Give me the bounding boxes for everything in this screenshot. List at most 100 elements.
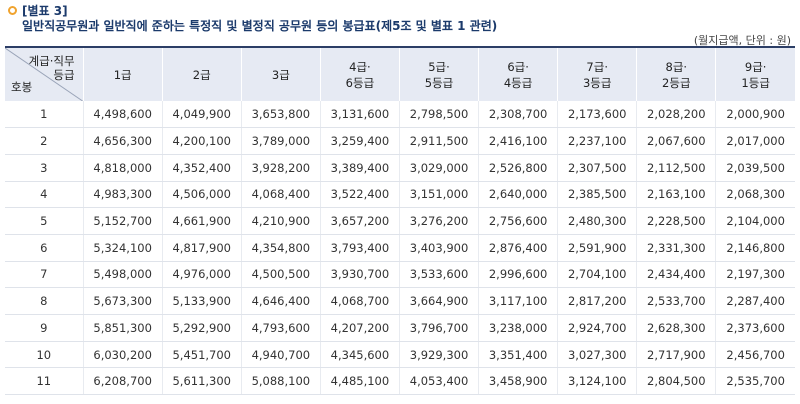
salary-cell: 2,331,300 xyxy=(636,234,716,262)
salary-cell: 5,673,300 xyxy=(82,287,163,315)
salary-cell: 2,228,500 xyxy=(636,207,716,235)
step-cell: 10 xyxy=(5,341,84,369)
salary-cell: 3,533,600 xyxy=(398,261,479,289)
salary-cell: 3,458,900 xyxy=(478,367,558,396)
salary-cell: 2,173,600 xyxy=(557,101,637,129)
salary-cell: 4,352,400 xyxy=(161,154,242,182)
salary-cell: 2,068,300 xyxy=(715,181,795,209)
salary-cell: 4,053,400 xyxy=(398,367,479,396)
salary-cell: 4,940,700 xyxy=(240,341,321,369)
salary-cell: 2,817,200 xyxy=(557,287,637,315)
salary-cell: 2,307,500 xyxy=(557,154,637,182)
salary-cell: 4,345,600 xyxy=(319,341,400,369)
salary-cell: 3,027,300 xyxy=(557,341,637,369)
salary-cell: 2,112,500 xyxy=(636,154,716,182)
step-cell: 1 xyxy=(5,101,84,129)
salary-cell: 3,117,100 xyxy=(478,287,558,315)
table-row: 10 6,030,200 5,451,700 4,940,700 4,345,600 3,… xyxy=(5,341,795,369)
salary-cell: 2,876,400 xyxy=(478,234,558,262)
salary-cell: 4,210,900 xyxy=(240,207,321,235)
column-header: 2급 xyxy=(161,46,242,101)
salary-cell: 2,911,500 xyxy=(398,127,479,155)
salary-cell: 3,351,400 xyxy=(478,341,558,369)
salary-cell: 2,434,400 xyxy=(636,261,716,289)
salary-cell: 3,793,400 xyxy=(319,234,400,262)
salary-cell: 3,151,000 xyxy=(398,181,479,209)
salary-cell: 2,104,000 xyxy=(715,207,795,235)
salary-cell: 2,373,600 xyxy=(715,314,795,342)
salary-cell: 4,661,900 xyxy=(161,207,242,235)
column-header: 5급· 5등급 xyxy=(398,46,479,101)
salary-cell: 2,163,100 xyxy=(636,181,716,209)
table-title: 일반직공무원과 일반직에 준하는 특정직 및 별정직 공무원 등의 봉급표(제5… xyxy=(22,19,498,33)
salary-cell: 3,403,900 xyxy=(398,234,479,262)
salary-cell: 4,049,900 xyxy=(161,101,242,129)
table-row: 6 5,324,100 4,817,900 4,354,800 3,793,400 3,4… xyxy=(5,234,795,262)
salary-cell: 2,237,100 xyxy=(557,127,637,155)
salary-cell: 2,146,800 xyxy=(715,234,795,262)
salary-cell: 3,124,100 xyxy=(557,367,637,396)
step-cell: 8 xyxy=(5,287,84,315)
salary-cell: 3,789,000 xyxy=(240,127,321,155)
column-header: 1급 xyxy=(82,46,163,101)
salary-cell: 2,704,100 xyxy=(557,261,637,289)
salary-cell: 2,756,600 xyxy=(478,207,558,235)
salary-cell: 4,817,900 xyxy=(161,234,242,262)
salary-cell: 3,259,400 xyxy=(319,127,400,155)
salary-cell: 3,131,600 xyxy=(319,101,400,129)
salary-cell: 5,152,700 xyxy=(82,207,163,235)
salary-cell: 3,657,200 xyxy=(319,207,400,235)
table-row: 11 6,208,700 5,611,300 5,088,100 4,485,100 4,… xyxy=(5,367,795,396)
salary-cell: 5,292,900 xyxy=(161,314,242,342)
salary-cell: 6,208,700 xyxy=(82,367,163,396)
salary-cell: 2,535,700 xyxy=(715,367,795,396)
salary-cell: 4,500,500 xyxy=(240,261,321,289)
salary-cell: 5,133,900 xyxy=(161,287,242,315)
salary-cell: 2,287,400 xyxy=(715,287,795,315)
salary-cell: 3,928,200 xyxy=(240,154,321,182)
step-cell: 2 xyxy=(5,127,84,155)
salary-cell: 2,385,500 xyxy=(557,181,637,209)
column-header: 7급· 3등급 xyxy=(557,46,637,101)
salary-cell: 5,088,100 xyxy=(240,367,321,396)
salary-cell: 4,506,000 xyxy=(161,181,242,209)
salary-cell: 4,207,200 xyxy=(319,314,400,342)
column-header: 8급· 2등급 xyxy=(636,46,716,101)
salary-cell: 3,653,800 xyxy=(240,101,321,129)
salary-cell: 3,796,700 xyxy=(398,314,479,342)
table-row: 7 5,498,000 4,976,000 4,500,500 3,930,700 3,5… xyxy=(5,261,795,289)
salary-cell: 2,028,200 xyxy=(636,101,716,129)
diagonal-divider xyxy=(5,48,83,101)
table-row: 3 4,818,000 4,352,400 3,928,200 3,389,400 3,0… xyxy=(5,154,795,182)
circle-bullet-icon xyxy=(8,6,17,15)
salary-table: 계급·직무 등급 호봉 1급 2급 3급 4급· 6등급 5급· 5등급 6급· 4등… xyxy=(5,46,795,396)
salary-cell: 4,818,000 xyxy=(82,154,163,182)
salary-cell: 4,068,700 xyxy=(319,287,400,315)
salary-cell: 4,068,400 xyxy=(240,181,321,209)
salary-cell: 4,354,800 xyxy=(240,234,321,262)
salary-cell: 3,930,700 xyxy=(319,261,400,289)
table-row: 9 5,851,300 5,292,900 4,793,600 4,207,200 3,7… xyxy=(5,314,795,342)
salary-cell: 2,591,900 xyxy=(557,234,637,262)
column-header: 6급· 4등급 xyxy=(478,46,558,101)
table-row: 4 4,983,300 4,506,000 4,068,400 3,522,400 3,1… xyxy=(5,181,795,209)
salary-cell: 2,067,600 xyxy=(636,127,716,155)
salary-cell: 2,640,000 xyxy=(478,181,558,209)
salary-cell: 2,456,700 xyxy=(715,341,795,369)
salary-cell: 4,983,300 xyxy=(82,181,163,209)
salary-cell: 5,451,700 xyxy=(161,341,242,369)
document-header: [별표 3] 일반직공무원과 일반직에 준하는 특정직 및 별정직 공무원 등의… xyxy=(0,0,800,47)
table-body: 1 4,498,600 4,049,900 3,653,800 3,131,600 2,7… xyxy=(5,101,795,396)
column-header: 9급· 1등급 xyxy=(715,46,795,101)
salary-cell: 2,197,300 xyxy=(715,261,795,289)
salary-cell: 5,851,300 xyxy=(82,314,163,342)
salary-cell: 3,929,300 xyxy=(398,341,479,369)
salary-cell: 2,804,500 xyxy=(636,367,716,396)
salary-cell: 4,200,100 xyxy=(161,127,242,155)
salary-cell: 6,030,200 xyxy=(82,341,163,369)
salary-cell: 3,664,900 xyxy=(398,287,479,315)
salary-cell: 2,996,600 xyxy=(478,261,558,289)
step-cell: 3 xyxy=(5,154,84,182)
salary-cell: 2,308,700 xyxy=(478,101,558,129)
table-row: 2 4,656,300 4,200,100 3,789,000 3,259,400 2,9… xyxy=(5,127,795,155)
